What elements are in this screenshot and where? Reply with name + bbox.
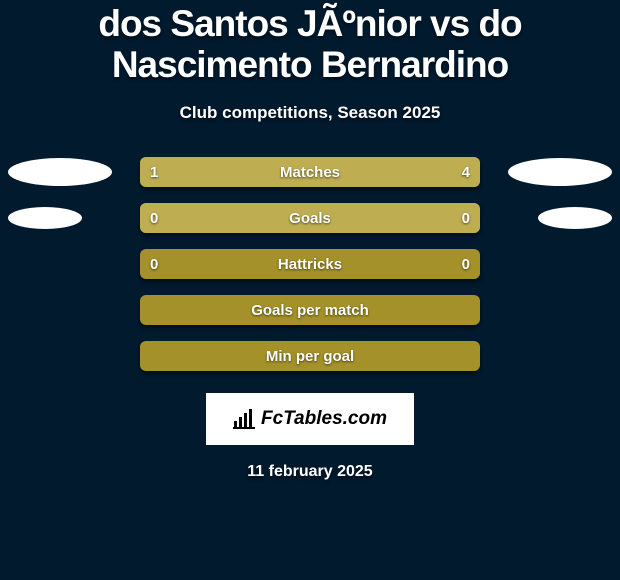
stat-bar: Min per goal: [140, 341, 480, 371]
comparison-row: Min per goal: [0, 341, 620, 371]
stat-value-left: 0: [140, 203, 168, 233]
stat-bar: 14Matches: [140, 157, 480, 187]
stat-label: Min per goal: [140, 341, 480, 371]
player-badge-left: [8, 207, 82, 229]
page-title: dos Santos JÃºnior vs do Nascimento Bern…: [0, 0, 620, 85]
stat-value-right: 4: [452, 157, 480, 187]
comparison-row: 14Matches: [0, 157, 620, 187]
stat-bar: 00Goals: [140, 203, 480, 233]
comparison-row: 00Goals: [0, 203, 620, 233]
stat-bar-fill-right: [208, 157, 480, 187]
fctables-logo: FcTables.com: [206, 393, 414, 445]
comparison-row: Goals per match: [0, 295, 620, 325]
player-badge-left: [8, 158, 112, 186]
stat-value-right: 0: [452, 203, 480, 233]
stat-label: Goals per match: [140, 295, 480, 325]
stat-bar: Goals per match: [140, 295, 480, 325]
comparison-rows: 14Matches00Goals00HattricksGoals per mat…: [0, 157, 620, 371]
logo-text: FcTables.com: [261, 408, 387, 430]
player-badge-right: [508, 158, 612, 186]
stat-value-left: 1: [140, 157, 168, 187]
comparison-row: 0 0Hattricks: [0, 249, 620, 279]
stat-value-right: 0: [452, 249, 480, 279]
stat-bar: 0 0Hattricks: [140, 249, 480, 279]
bar-chart-icon: [233, 409, 255, 429]
subtitle: Club competitions, Season 2025: [0, 103, 620, 123]
date-text: 11 february 2025: [0, 463, 620, 481]
stat-value-left: 0: [140, 249, 168, 279]
stat-label: Hattricks: [140, 249, 480, 279]
player-badge-right: [538, 207, 612, 229]
